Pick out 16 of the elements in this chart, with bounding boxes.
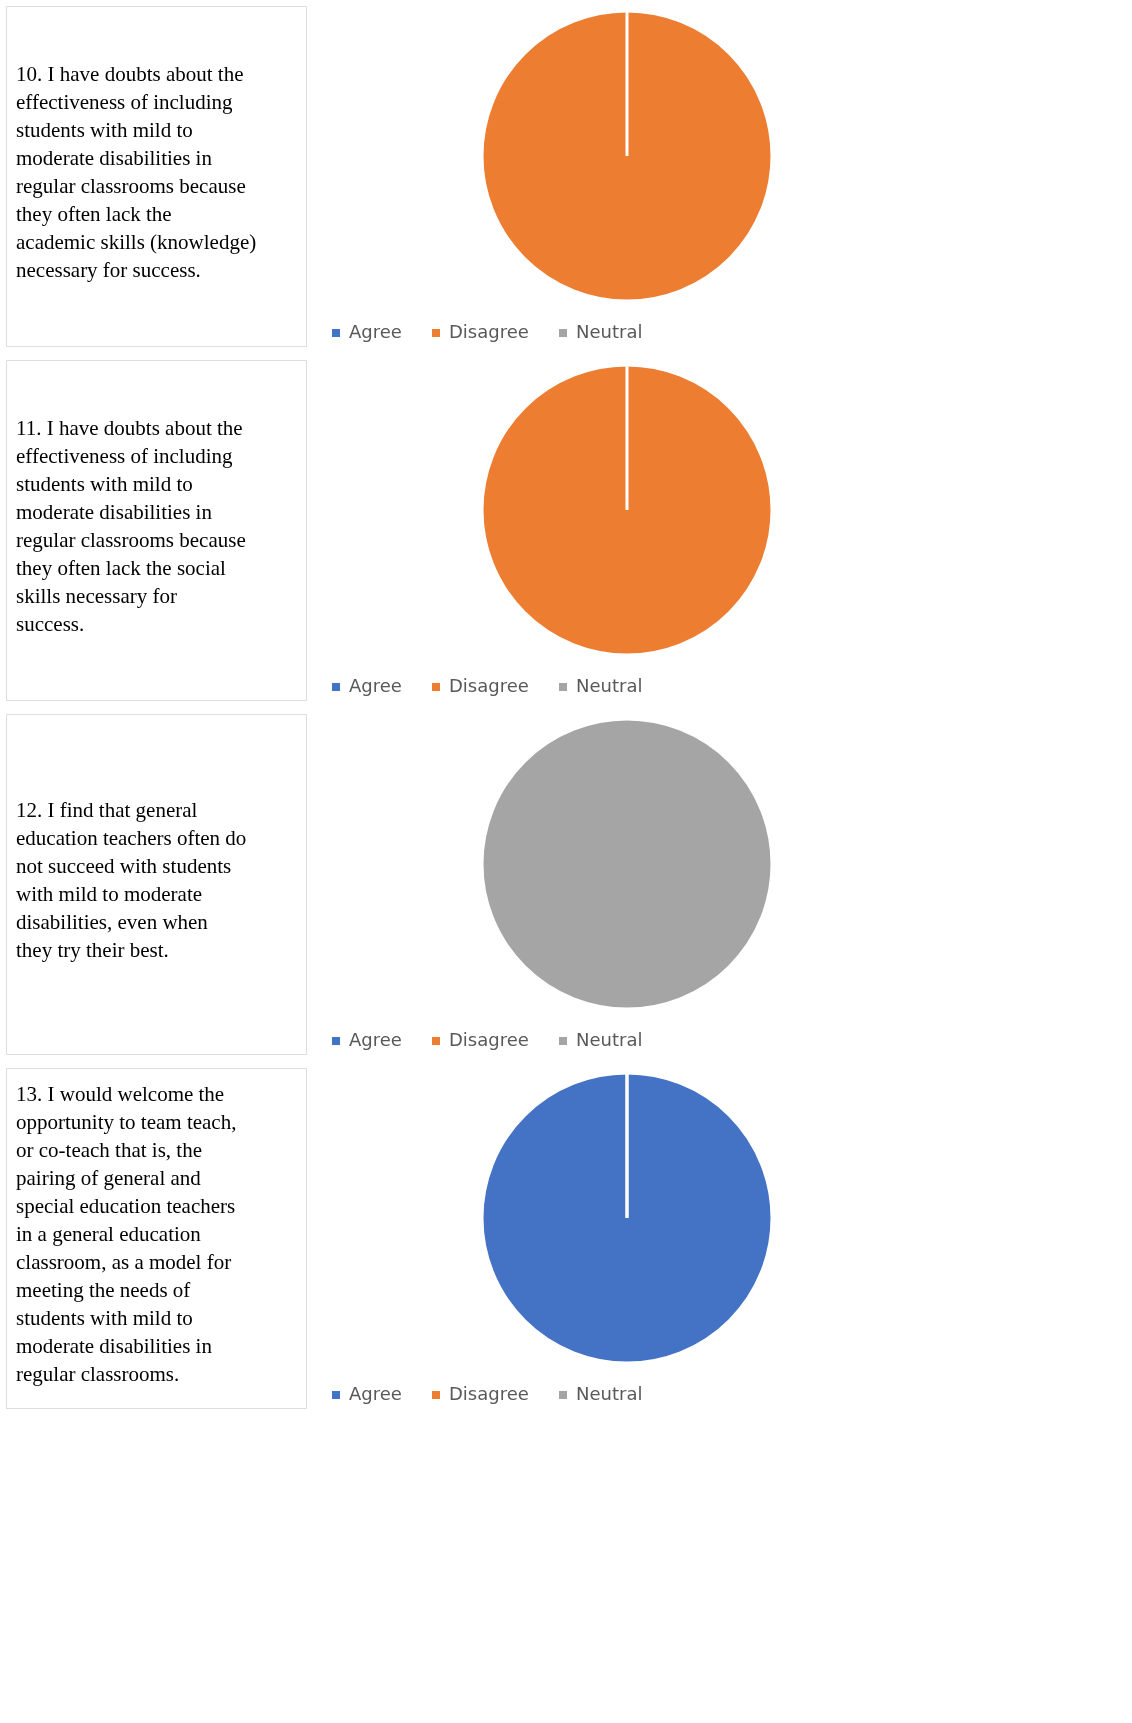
legend-label: Neutral [576,1029,643,1050]
chart-title: 13. I would welcome the opportunity to team teach, or co-teach that is, the pairing of general and special education teachers in a general education classroom, as a model for meeting the needs of students with mild to moderate disabilities in regular classrooms. [16,1082,237,1386]
legend-label: Neutral [576,675,643,696]
legend-label: Agree [349,1383,402,1404]
text: 10. I have doubts about the effectiveness of including students with mild to moderate disabilities in regular classrooms because they often lack the academic skills (knowledge) necessary for success. [16,62,257,282]
legend-label: Neutral [576,1383,643,1404]
legend-label: Disagree [449,675,529,696]
text: 11. I have doubts about the effectiveness of including students with mild to moderate disabilities in regular classrooms because they often lack the social skills necessary for success. [16,416,246,636]
text: 12. I find that general education teachers often do not succeed with students with mild to moderate disabilities, even when they try their best. [16,798,247,962]
legend-label: Neutral [576,321,643,342]
legend-label: Disagree [449,1029,529,1050]
legend-label: Disagree [449,1383,529,1404]
legend-label: Agree [349,321,402,342]
legend-label: Agree [349,1029,402,1050]
legend-label: Agree [349,675,402,696]
legend-label: Disagree [449,321,529,342]
